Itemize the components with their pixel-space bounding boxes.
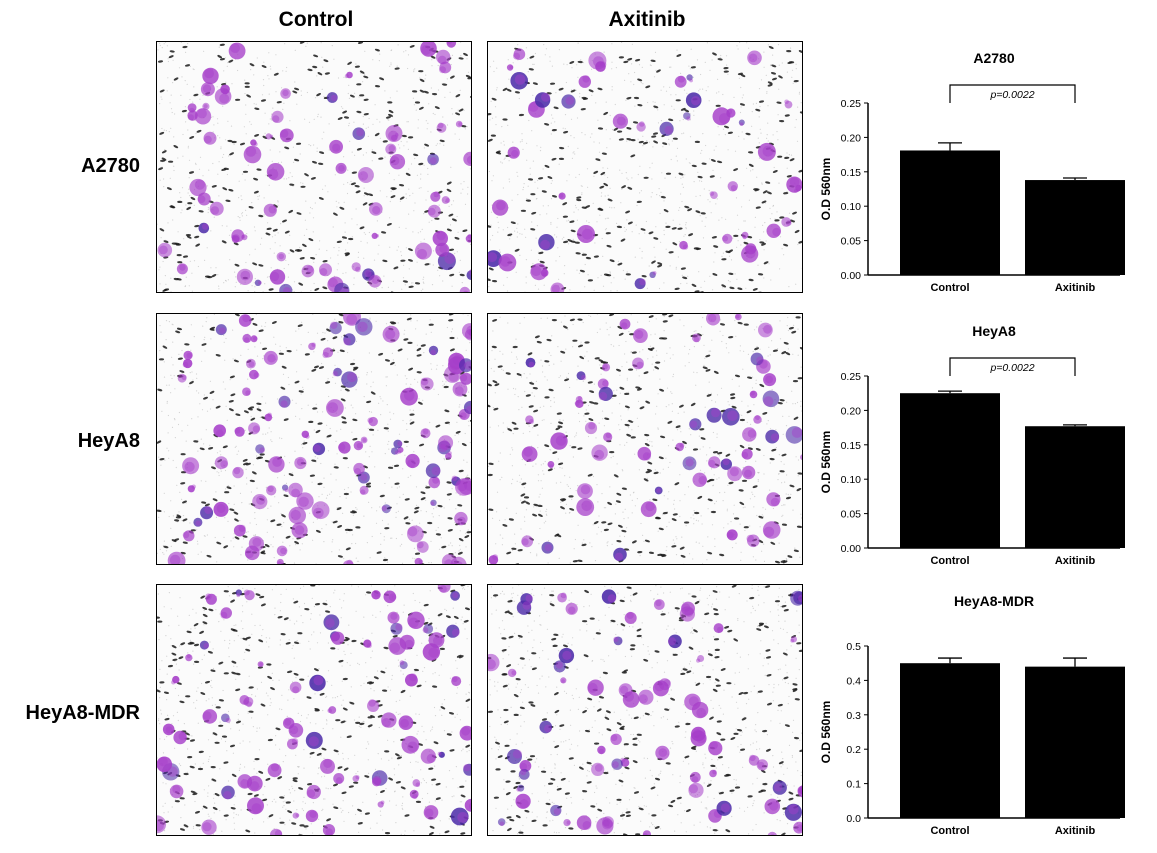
category-label: Axitinib [1055,282,1096,294]
micrograph-texture [157,42,471,292]
y-tick-label: 0.2 [846,744,861,756]
y-axis-label: O.D 560nm [819,701,833,764]
y-tick-label: 0.1 [846,779,861,791]
chart-svg: A2780 0.00 0.05 0.10 0.15 0.20 0.25 O.D 560nm Co… [819,50,1125,294]
chart-title: HeyA8 [972,323,1016,339]
category-label: Control [930,555,969,567]
row-label-a2780: A2780 [81,155,140,177]
category-label: Control [930,825,969,837]
y-tick-label: 0.00 [841,543,862,555]
y-tick-label: 0.4 [846,675,861,687]
column-header-axitinib: Axitinib [608,8,686,31]
chart-svg: HeyA8 0.00 0.05 0.10 0.15 0.20 0.25 O.D 560nm Co… [819,323,1125,567]
p-value-label: p=0.0022 [989,89,1034,101]
bar-chart-heya8: HeyA8 0.00 0.05 0.10 0.15 0.20 0.25 O.D 560nm Co… [819,318,1140,578]
micrograph-heya8-mdr-axitinib [487,584,803,836]
y-tick-label: 0.20 [841,132,862,144]
chart-title: A2780 [973,50,1014,66]
row-label-heya8-mdr: HeyA8-MDR [25,702,140,724]
y-tick-label: 0.5 [846,641,861,653]
y-tick-label: 0.00 [841,270,862,282]
micrograph-a2780-control [156,41,472,293]
chart-title: HeyA8-MDR [954,593,1034,609]
bar [900,663,1000,818]
bar [1025,666,1125,818]
y-tick-label: 0.15 [841,167,862,179]
category-label: Axitinib [1055,555,1096,567]
y-tick-label: 0.3 [846,710,861,722]
y-tick-label: 0.05 [841,236,862,248]
micrograph-texture [488,42,802,292]
bar [900,150,1000,275]
y-tick-label: 0.10 [841,201,862,213]
chart-svg: HeyA8-MDR 0.0 0.1 0.2 0.3 0.4 0.5 O.D 560nm Cont… [819,593,1125,837]
y-axis-label: O.D 560nm [819,158,833,221]
row-label-heya8: HeyA8 [77,430,140,452]
y-tick-label: 0.25 [841,98,862,110]
category-label: Control [930,282,969,294]
micrograph-heya8-axitinib [487,313,803,565]
y-tick-label: 0.20 [841,405,862,417]
significance-bracket [949,357,1076,376]
micrograph-texture [488,585,802,835]
micrograph-heya8-mdr-control [156,584,472,836]
micrograph-heya8-control [156,313,472,565]
micrograph-texture [157,585,471,835]
bar [1025,426,1125,548]
bar-chart-heya8-mdr: HeyA8-MDR 0.0 0.1 0.2 0.3 0.4 0.5 O.D 560nm Cont… [819,588,1140,848]
bar-chart-a2780: A2780 0.00 0.05 0.10 0.15 0.20 0.25 O.D 560nm Co… [819,45,1140,305]
micrograph-a2780-axitinib [487,41,803,293]
column-header-control: Control [278,8,354,31]
y-tick-label: 0.0 [846,813,861,825]
bar [900,393,1000,548]
y-axis-label: O.D 560nm [819,431,833,494]
micrograph-texture [488,314,802,564]
y-tick-label: 0.05 [841,509,862,521]
category-label: Axitinib [1055,825,1096,837]
y-tick-label: 0.15 [841,440,862,452]
significance-bracket [949,84,1076,103]
y-tick-label: 0.25 [841,371,862,383]
micrograph-texture [157,314,471,564]
bar [1025,180,1125,275]
y-tick-label: 0.10 [841,474,862,486]
p-value-label: p=0.0022 [989,362,1034,374]
